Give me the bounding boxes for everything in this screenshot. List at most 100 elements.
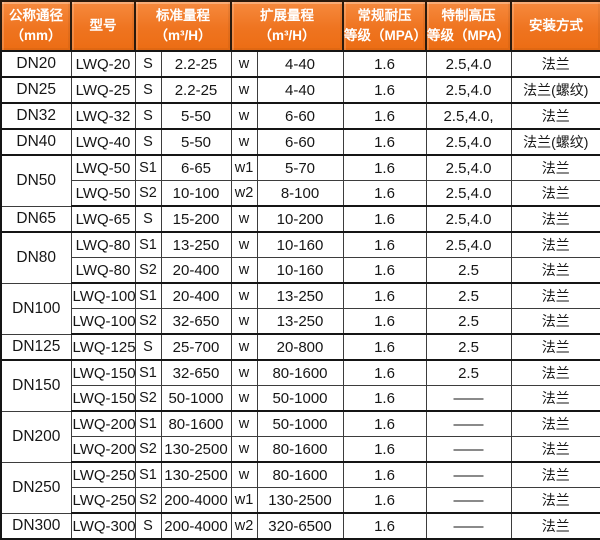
normal-pressure-cell: 1.6 (342, 282, 427, 309)
header-line: 公称通径 (9, 7, 63, 23)
dn-cell: DN20 (0, 50, 72, 78)
special-pressure-cell: —— (425, 512, 512, 540)
w-grade-cell: w (230, 76, 258, 104)
s-grade-cell: S2 (134, 257, 162, 284)
dn-cell: DN150 (0, 359, 72, 412)
s-grade-cell: S (134, 76, 162, 104)
col-header-extended-range: 扩展量程 （m³/H） (230, 0, 344, 52)
s-grade-cell: S (134, 512, 162, 540)
s-grade-cell: S (134, 102, 162, 130)
ext-range-cell: 5-70 (256, 154, 344, 181)
table-row: DN65 LWQ-65 S 15-200 w 10-200 1.6 2.5,4.… (0, 205, 600, 233)
w-grade-cell: w (230, 333, 258, 361)
special-pressure-cell: 2.5,4.0 (425, 154, 512, 181)
col-header-model: 型号 (70, 0, 136, 52)
header-line: 等级（MPA） (427, 28, 510, 43)
model-cell: LWQ-20 (70, 50, 136, 78)
table-row: LWQ-50 S2 10-100 w2 8-100 1.6 2.5,4.0 法兰 (1, 180, 600, 207)
ext-range-cell: 4-40 (256, 76, 344, 104)
std-range-cell: 20-400 (160, 257, 232, 284)
model-cell: LWQ-25 (70, 76, 136, 104)
ext-range-cell: 50-1000 (256, 385, 344, 412)
model-cell: LWQ-32 (70, 102, 136, 130)
install-cell: 法兰 (510, 154, 600, 181)
header-line: （m³/H） (258, 28, 316, 43)
dn-cell: DN65 (0, 205, 72, 233)
special-pressure-cell: —— (425, 487, 512, 514)
header-line: （mm） (10, 28, 62, 43)
header-line: 特制高压 (441, 7, 496, 23)
model-cell: LWQ-250 (70, 461, 136, 488)
install-cell: 法兰 (510, 102, 600, 130)
normal-pressure-cell: 1.6 (342, 154, 427, 181)
model-cell: LWQ-250 (70, 487, 136, 514)
col-header-special-pressure: 特制高压 等级（MPA） (425, 0, 512, 52)
header-line: 扩展量程 (260, 7, 314, 23)
table-header: 公称通径 （mm） 型号 标准量程 （m³/H） 扩展量程 （m³/H） 常规耐… (0, 0, 600, 52)
special-pressure-cell: —— (425, 461, 512, 488)
std-range-cell: 6-65 (160, 154, 232, 181)
s-grade-cell: S1 (134, 359, 162, 386)
model-cell: LWQ-100 (70, 308, 136, 335)
normal-pressure-cell: 1.6 (342, 436, 427, 463)
std-range-cell: 32-650 (160, 359, 232, 386)
ext-range-cell: 50-1000 (256, 410, 344, 437)
w-grade-cell: w (230, 461, 258, 488)
install-cell: 法兰 (510, 385, 600, 412)
table-row: LWQ-80 S2 20-400 w 10-160 1.6 2.5 法兰 (1, 257, 600, 284)
dn-cell: DN50 (0, 154, 72, 207)
s-grade-cell: S2 (134, 385, 162, 412)
w-grade-cell: w2 (230, 512, 258, 540)
dn-cell: DN125 (0, 333, 72, 361)
std-range-cell: 10-100 (160, 180, 232, 207)
std-range-cell: 15-200 (160, 205, 232, 233)
w-grade-cell: w2 (230, 180, 258, 207)
s-grade-cell: S2 (134, 180, 162, 207)
col-header-nominal-diameter: 公称通径 （mm） (0, 0, 72, 52)
s-grade-cell: S2 (134, 436, 162, 463)
ext-range-cell: 8-100 (256, 180, 344, 207)
w-grade-cell: w (230, 50, 258, 78)
table-row: DN125 LWQ-125 S 25-700 w 20-800 1.6 2.5 … (0, 333, 600, 361)
s-grade-cell: S1 (134, 461, 162, 488)
header-line: （m³/H） (154, 28, 212, 43)
special-pressure-cell: 2.5,4.0 (425, 205, 512, 233)
ext-range-cell: 20-800 (256, 333, 344, 361)
col-header-normal-pressure: 常规耐压 等级（MPA） (342, 0, 427, 52)
install-cell: 法兰 (510, 308, 600, 335)
s-grade-cell: S1 (134, 282, 162, 309)
w-grade-cell: w (230, 282, 258, 309)
normal-pressure-cell: 1.6 (342, 180, 427, 207)
table-row: DN200 LWQ-200 S1 80-1600 w 50-1000 1.6 —… (0, 410, 600, 463)
ext-range-cell: 80-1600 (256, 436, 344, 463)
normal-pressure-cell: 1.6 (342, 102, 427, 130)
model-cell: LWQ-125 (70, 333, 136, 361)
s-grade-cell: S (134, 205, 162, 233)
special-pressure-cell: 2.5 (425, 282, 512, 309)
w-grade-cell: w1 (230, 154, 258, 181)
install-cell: 法兰 (510, 512, 600, 540)
special-pressure-cell: —— (425, 410, 512, 437)
w-grade-cell: w (230, 205, 258, 233)
model-cell: LWQ-65 (70, 205, 136, 233)
special-pressure-cell: 2.5,4.0 (425, 231, 512, 258)
w-grade-cell: w (230, 128, 258, 156)
std-range-cell: 2.2-25 (160, 50, 232, 78)
s-grade-cell: S2 (134, 487, 162, 514)
std-range-cell: 5-50 (160, 102, 232, 130)
header-line: 常规耐压 (357, 7, 412, 23)
s-grade-cell: S (134, 333, 162, 361)
table-row: DN80 LWQ-80 S1 13-250 w 10-160 1.6 2.5,4… (0, 231, 600, 284)
model-cell: LWQ-200 (70, 410, 136, 437)
normal-pressure-cell: 1.6 (342, 308, 427, 335)
ext-range-cell: 80-1600 (256, 359, 344, 386)
std-range-cell: 80-1600 (160, 410, 232, 437)
ext-range-cell: 320-6500 (256, 512, 344, 540)
dn-cell: DN200 (0, 410, 72, 463)
normal-pressure-cell: 1.6 (342, 333, 427, 361)
w-grade-cell: w (230, 359, 258, 386)
table-row: DN100 LWQ-100 S1 20-400 w 13-250 1.6 2.5… (0, 282, 600, 335)
install-cell: 法兰 (510, 359, 600, 386)
w-grade-cell: w1 (230, 487, 258, 514)
